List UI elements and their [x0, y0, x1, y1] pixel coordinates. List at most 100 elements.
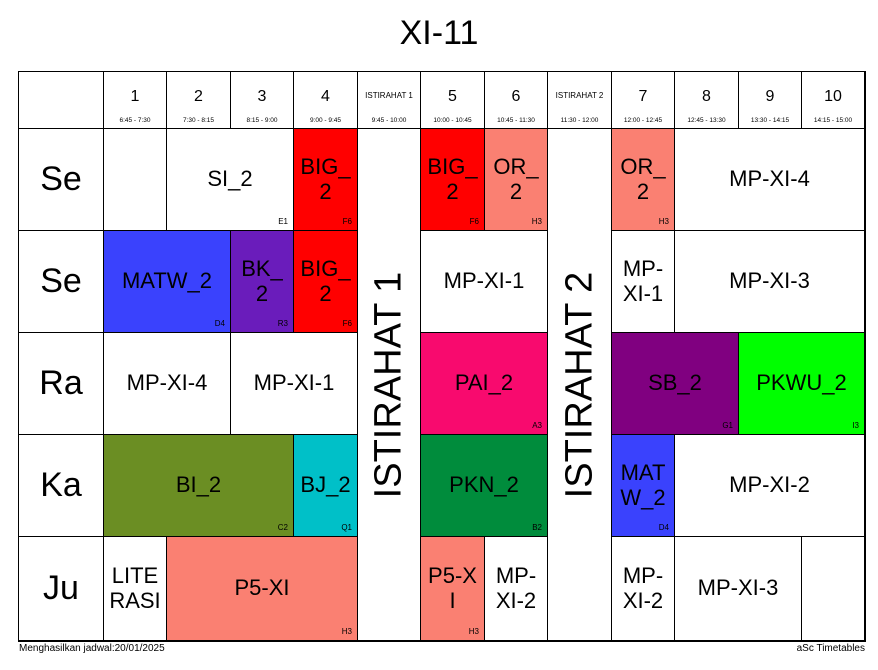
lesson-cell: MP-XI-1 [421, 231, 548, 333]
header-period-1: 1 6:45 - 7:30 [104, 71, 167, 129]
lesson-subject: MP-XI-1 [443, 268, 525, 294]
lesson-cell: SI_2 E1 [167, 129, 294, 231]
lesson-subject: MAT W_2 [620, 460, 666, 510]
lesson-cell: MP- XI-2 [485, 537, 548, 641]
lesson-cell: SB_2 G1 [612, 333, 739, 435]
lesson-cell: MP-XI-3 [675, 537, 802, 641]
lesson-subject: PKN_2 [449, 472, 519, 498]
lesson-subject: BK_ 2 [241, 256, 283, 306]
lesson-subject: BJ_2 [300, 472, 351, 498]
lesson-cell: MP-XI-4 [675, 129, 865, 231]
break-column-1: ISTIRAHAT 1 [358, 129, 421, 641]
header-period-9: 9 13:30 - 14:15 [739, 71, 802, 129]
period-time: 14:15 - 15:00 [813, 117, 853, 124]
day-label-thursday: Ka [19, 435, 104, 537]
lesson-subject: MP-XI-4 [126, 370, 208, 396]
lesson-subject: SB_2 [648, 370, 702, 396]
day-label-wednesday: Ra [19, 333, 104, 435]
lesson-cell: BJ_2 Q1 [294, 435, 358, 537]
lesson-cell-empty [802, 537, 865, 641]
footer-app-name: aSc Timetables [796, 643, 865, 654]
lesson-subject: MP-XI-2 [729, 472, 810, 498]
lesson-room: E1 [278, 217, 288, 227]
header-period-3: 3 8:15 - 9:00 [231, 71, 294, 129]
lesson-cell: PAI_2 A3 [421, 333, 548, 435]
lesson-cell: LITE RASI [104, 537, 167, 641]
break-label: ISTIRAHAT 1 [367, 271, 410, 498]
day-label-friday: Ju [19, 537, 104, 641]
lesson-room: H3 [531, 217, 542, 227]
lesson-room: I3 [852, 421, 859, 431]
header-break-1: ISTIRAHAT 1 9:45 - 10:00 [358, 71, 421, 129]
lesson-cell: BIG_ 2 F6 [421, 129, 485, 231]
period-time: 9:00 - 9:45 [309, 117, 342, 124]
period-number: 1 [130, 88, 140, 105]
lesson-cell: MP- XI-2 [612, 537, 675, 641]
lesson-room: F6 [469, 217, 479, 227]
lesson-subject: MP-XI-4 [729, 166, 810, 192]
lesson-subject: PAI_2 [454, 370, 514, 396]
lesson-room: D4 [658, 523, 669, 533]
lesson-subject: OR_ 2 [620, 154, 666, 204]
lesson-subject: BI_2 [175, 472, 222, 498]
period-number: 4 [321, 88, 330, 105]
lesson-cell: BIG_ 2 F6 [294, 129, 358, 231]
period-number: 9 [765, 88, 775, 105]
lesson-cell: OR_ 2 H3 [612, 129, 675, 231]
break-name: ISTIRAHAT 1 [365, 91, 413, 100]
header-period-2: 2 7:30 - 8:15 [167, 71, 231, 129]
period-number: 10 [824, 88, 842, 105]
lesson-subject: BIG_ 2 [300, 154, 351, 204]
lesson-cell: MP-XI-1 [231, 333, 358, 435]
lesson-subject: MATW_2 [121, 268, 213, 294]
break-label: ISTIRAHAT 2 [558, 271, 600, 498]
lesson-room: Q1 [341, 523, 352, 533]
period-number: 2 [194, 88, 203, 105]
lesson-subject: MP-XI-3 [697, 575, 779, 601]
break-name: ISTIRAHAT 2 [555, 91, 604, 100]
period-time: 6:45 - 7:30 [119, 117, 151, 124]
break-column-2: ISTIRAHAT 2 [548, 129, 612, 641]
lesson-subject: MP- XI-2 [622, 563, 664, 613]
lesson-cell: MP-XI-2 [675, 435, 865, 537]
lesson-room: F6 [342, 319, 352, 329]
period-number: 5 [448, 88, 457, 105]
lesson-room: B2 [532, 523, 542, 533]
lesson-cell: MP-XI-4 [104, 333, 231, 435]
header-corner [19, 71, 104, 129]
period-time: 12:00 - 12:45 [623, 117, 663, 124]
header-period-6: 6 10:45 - 11:30 [485, 71, 548, 129]
period-time: 12:45 - 13:30 [687, 117, 726, 124]
period-time: 7:30 - 8:15 [182, 117, 215, 124]
header-period-8: 8 12:45 - 13:30 [675, 71, 739, 129]
lesson-room: C2 [277, 523, 288, 533]
timetable-grid [18, 71, 866, 642]
period-number: 8 [702, 88, 711, 105]
lesson-subject: MP- XI-1 [622, 256, 664, 306]
header-period-4: 4 9:00 - 9:45 [294, 71, 358, 129]
lesson-cell: MATW_2 D4 [104, 231, 231, 333]
lesson-room: H3 [468, 627, 479, 637]
lesson-cell: PKWU_2 I3 [739, 333, 865, 435]
day-label-tuesday: Se [19, 231, 104, 333]
header-period-5: 5 10:00 - 10:45 [421, 71, 485, 129]
lesson-subject: MP- XI-2 [495, 563, 537, 613]
lesson-cell: P5-X I H3 [421, 537, 485, 641]
period-time: 13:30 - 14:15 [750, 117, 790, 124]
lesson-cell: OR_ 2 H3 [485, 129, 548, 231]
lesson-cell: BIG_ 2 F6 [294, 231, 358, 333]
lesson-room: D4 [214, 319, 225, 329]
lesson-subject: LITE RASI [109, 563, 161, 613]
lesson-cell: MAT W_2 D4 [612, 435, 675, 537]
period-number: 7 [638, 88, 648, 105]
lesson-subject: MP-XI-3 [729, 268, 810, 294]
lesson-room: G1 [722, 421, 733, 431]
header-break-2: ISTIRAHAT 2 11:30 - 12:00 [548, 71, 612, 129]
period-time: 11:30 - 12:00 [560, 117, 599, 124]
lesson-subject: BIG_ 2 [300, 256, 351, 306]
period-number: 6 [511, 88, 521, 105]
lesson-cell: BI_2 C2 [104, 435, 294, 537]
lesson-room: H3 [341, 627, 352, 637]
header-period-7: 7 12:00 - 12:45 [612, 71, 675, 129]
header-period-10: 10 14:15 - 15:00 [802, 71, 865, 129]
